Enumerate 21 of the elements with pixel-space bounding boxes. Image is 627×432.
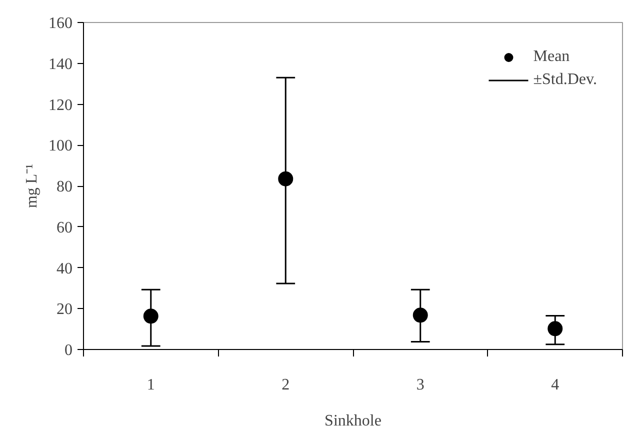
point (278, 171, 294, 186)
y-tick-label: 80 (56, 178, 72, 196)
x-tick-label: 3 (416, 376, 424, 394)
point (412, 308, 428, 323)
x-tick-label: 4 (551, 376, 560, 394)
y-tick-label: 140 (48, 56, 72, 73)
y-tick-label: 0 (64, 342, 72, 359)
y-tick-label: 40 (56, 260, 72, 278)
y-tick-label: 100 (48, 138, 72, 155)
y-tick-label: 160 (48, 15, 72, 32)
x-tick-label: 2 (282, 376, 290, 394)
y-tick-label: 60 (56, 219, 72, 236)
x-axis-title: Sinkhole (324, 412, 382, 430)
point (548, 321, 563, 336)
y-axis-title: mg L⁻¹ (24, 164, 40, 208)
annotation: ±Std.Dev. (533, 71, 597, 89)
y-tick-label: 120 (48, 96, 72, 114)
legend-label: Mean (533, 48, 570, 66)
x-tick-label: 1 (146, 376, 155, 394)
y-tick-label: 20 (56, 301, 72, 318)
point (143, 308, 158, 324)
